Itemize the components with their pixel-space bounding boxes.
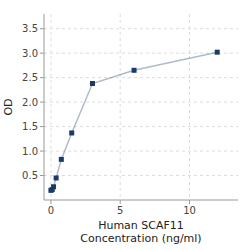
data-point <box>90 81 95 86</box>
data-point <box>54 175 59 180</box>
y-tick <box>40 28 44 29</box>
x-tick <box>189 200 190 204</box>
chart-container: 0.5 1.0 1.5 2.0 2.5 3.0 3.5 0 5 10 Human SCAF11Con… <box>0 0 250 250</box>
data-point <box>132 68 137 73</box>
x-grid-line <box>189 14 190 200</box>
data-point <box>69 130 74 135</box>
y-tick <box>40 77 44 78</box>
axes: 0.5 1.0 1.5 2.0 2.5 3.0 3.5 0 5 10 <box>22 14 238 216</box>
y-grid-line <box>44 126 238 127</box>
y-tick <box>40 102 44 103</box>
y-tick-label: 1.5 <box>22 121 38 132</box>
y-tick <box>40 151 44 152</box>
x-axis-label: Human SCAF11Concentration (ng/ml) <box>80 219 201 245</box>
y-tick-label: 2.5 <box>22 72 38 83</box>
y-grid-line <box>44 102 238 103</box>
y-axis-line <box>44 14 45 200</box>
y-tick-label: 0.5 <box>22 170 38 181</box>
y-axis-label: OD <box>2 98 15 115</box>
x-axis-line <box>44 200 238 201</box>
x-tick <box>120 200 121 204</box>
x-axis-label-line: Human SCAF11 <box>98 219 184 232</box>
y-tick <box>40 175 44 176</box>
x-tick-label: 0 <box>48 205 54 216</box>
y-grid-line <box>44 175 238 176</box>
y-grid-line <box>44 77 238 78</box>
plot-area <box>48 50 219 193</box>
x-grid-line <box>50 14 51 200</box>
y-tick <box>40 53 44 54</box>
grid <box>44 14 238 200</box>
y-tick <box>40 126 44 127</box>
y-tick-label: 2.0 <box>22 97 38 108</box>
chart-svg: 0.5 1.0 1.5 2.0 2.5 3.0 3.5 0 5 10 Human SCAF11Con… <box>0 0 250 250</box>
x-axis-label-line: Concentration (ng/ml) <box>80 232 201 245</box>
y-tick-label: 1.0 <box>22 146 38 157</box>
y-grid-line <box>44 28 238 29</box>
x-tick-label: 5 <box>117 205 123 216</box>
data-point <box>51 184 56 189</box>
y-tick-label: 3.5 <box>22 23 38 34</box>
data-line <box>51 52 217 190</box>
data-point <box>215 50 220 55</box>
x-tick-label: 10 <box>183 205 196 216</box>
data-point <box>59 157 64 162</box>
y-tick-label: 3.0 <box>22 48 38 59</box>
x-tick <box>50 200 51 204</box>
x-grid-line <box>120 14 121 200</box>
y-grid-line <box>44 151 238 152</box>
